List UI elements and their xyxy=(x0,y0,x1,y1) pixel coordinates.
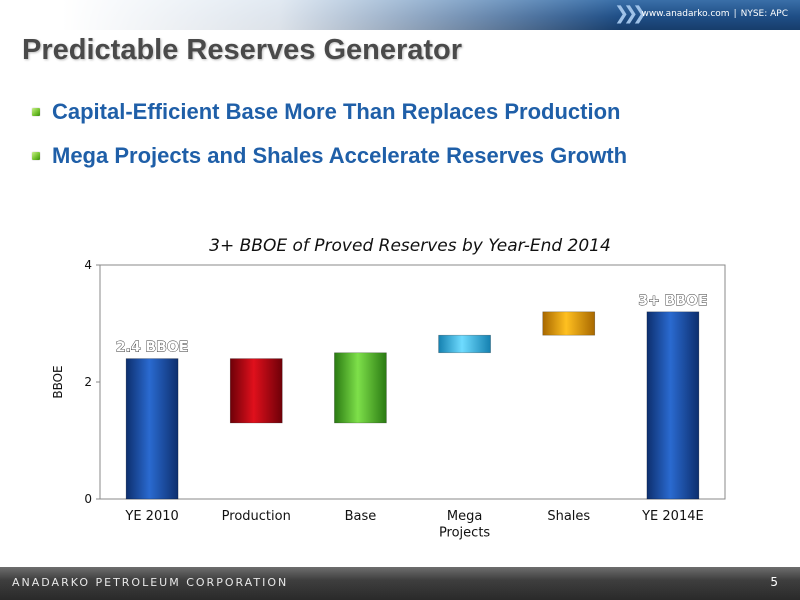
bars xyxy=(125,311,700,500)
x-tick-label: Mega Projects xyxy=(439,509,490,540)
plot-area xyxy=(99,264,726,500)
bar-base xyxy=(334,352,387,424)
bullet-text: Capital-Efficient Base More Than Replace… xyxy=(52,99,621,124)
x-tick-label: YE 2010 xyxy=(124,509,178,524)
bullet-text: Mega Projects and Shales Accelerate Rese… xyxy=(52,143,628,168)
company-name: ANADARKO PETROLEUM CORPORATION xyxy=(12,576,289,589)
footer-bar: ANADARKO PETROLEUM CORPORATION 5 xyxy=(0,567,800,600)
bullet-icon xyxy=(32,152,40,160)
x-tick-label: YE 2014E xyxy=(641,509,704,524)
x-tick-label: Base xyxy=(345,509,377,524)
data-labels: 2.4 BBOE 3+ BBOE xyxy=(115,292,708,356)
data-label: 2.4 BBOE xyxy=(116,340,188,356)
x-tick-label: Shales xyxy=(547,509,590,524)
chart-title: 3+ BBOE of Proved Reserves by Year-End 2… xyxy=(209,236,611,256)
x-axis: YE 2010 Production Base Mega Projects Shales Y… xyxy=(124,509,703,540)
bullet-icon xyxy=(32,108,40,116)
header-separator: | xyxy=(733,9,737,19)
bar-shales xyxy=(542,311,596,336)
top-banner: ❯❯❯ www.anadarko.com | NYSE: APC xyxy=(0,0,800,30)
top-banner-fade xyxy=(0,0,620,30)
y-tick-label: 0 xyxy=(84,492,92,506)
bullet-item: Mega Projects and Shales Accelerate Rese… xyxy=(32,143,627,169)
bar-production xyxy=(229,358,283,424)
data-label: 3+ BBOE xyxy=(638,293,707,309)
website-link[interactable]: www.anadarko.com xyxy=(641,9,730,19)
y-axis-label: BBOE xyxy=(51,365,65,398)
ticker-text: NYSE: APC xyxy=(740,9,788,19)
bullet-item: Capital-Efficient Base More Than Replace… xyxy=(32,99,620,125)
chevrons-icon: ❯❯❯ xyxy=(614,3,647,24)
y-tick-label: 2 xyxy=(84,375,92,389)
bar-mega-projects xyxy=(438,334,491,354)
bar-ye-2010 xyxy=(125,358,179,500)
y-tick-label: 4 xyxy=(84,258,92,272)
y-axis: 0 2 4 xyxy=(84,258,100,506)
page-number: 5 xyxy=(770,575,778,589)
x-tick-label: Production xyxy=(222,509,291,524)
bar-ye-2014e xyxy=(646,311,700,500)
reserves-waterfall-chart: 3+ BBOE of Proved Reserves by Year-End 2… xyxy=(51,236,726,540)
header-links: www.anadarko.com | NYSE: APC xyxy=(641,9,788,19)
page-title: Predictable Reserves Generator xyxy=(22,34,463,66)
